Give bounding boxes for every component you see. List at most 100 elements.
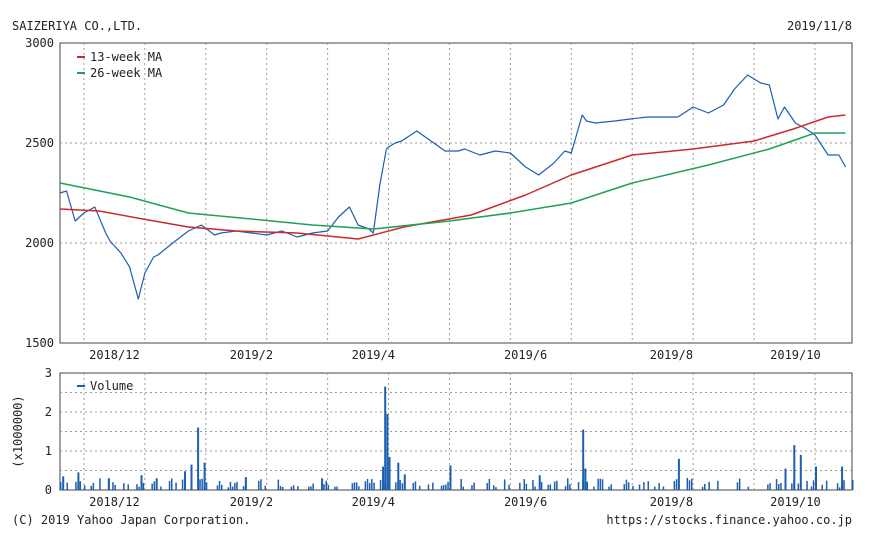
volume-bar bbox=[582, 429, 585, 490]
volume-bar bbox=[821, 484, 823, 490]
volume-bar bbox=[90, 485, 92, 490]
volume-bar bbox=[532, 479, 534, 490]
volume-bar bbox=[549, 484, 552, 490]
volume-bar bbox=[216, 485, 219, 490]
volume-bar bbox=[140, 475, 143, 490]
volume-bar bbox=[229, 481, 232, 490]
volume-bar bbox=[432, 482, 434, 490]
volume-bar bbox=[197, 427, 200, 490]
volume-bar bbox=[806, 480, 808, 490]
volume-bar bbox=[471, 485, 473, 490]
volume-bar bbox=[547, 484, 549, 490]
volume-bar bbox=[184, 471, 186, 490]
volume-legend-label: Volume bbox=[90, 379, 133, 393]
volume-bar bbox=[586, 481, 588, 490]
price-panel-frame bbox=[59, 42, 853, 344]
volume-bar bbox=[738, 478, 741, 490]
volume-bar bbox=[83, 485, 86, 490]
volume-bar bbox=[686, 478, 689, 490]
volume-bar bbox=[534, 486, 536, 490]
volume-bar bbox=[75, 481, 77, 490]
volume-bar bbox=[151, 483, 153, 490]
volume-bar bbox=[171, 478, 173, 490]
volume-bar bbox=[181, 479, 184, 490]
volume-bar bbox=[486, 483, 488, 490]
volume-bar bbox=[366, 478, 369, 490]
volume-bar bbox=[780, 483, 782, 490]
volume-bar bbox=[593, 486, 595, 490]
volume-bar bbox=[92, 482, 95, 490]
volume-bar bbox=[577, 482, 580, 490]
volume-bar bbox=[654, 486, 656, 490]
volume-bar bbox=[717, 480, 719, 490]
price-x-tick-label: 2019/8 bbox=[650, 348, 693, 362]
volume-bar bbox=[351, 483, 354, 490]
volume-y-tick-label: 2 bbox=[45, 405, 52, 419]
ma26-legend-label: 26-week MA bbox=[90, 66, 163, 80]
volume-bar bbox=[325, 480, 327, 490]
price-x-tick-label: 2019/4 bbox=[352, 348, 395, 362]
volume-bar bbox=[632, 485, 634, 490]
volume-bar bbox=[401, 483, 404, 490]
price-x-tick-label: 2019/10 bbox=[770, 348, 821, 362]
volume-bar bbox=[419, 485, 421, 490]
source-link[interactable]: https://stocks.finance.yahoo.co.jp bbox=[606, 513, 852, 527]
volume-bar bbox=[127, 484, 129, 490]
volume-bar bbox=[264, 485, 266, 490]
volume-bar bbox=[677, 458, 680, 490]
volume-bar bbox=[364, 481, 367, 490]
volume-bar bbox=[114, 484, 116, 490]
volume-bar bbox=[310, 486, 312, 490]
volume-bar bbox=[290, 486, 293, 490]
price-y-tick-label: 2500 bbox=[25, 136, 54, 150]
volume-bar bbox=[778, 484, 780, 490]
volume-bar bbox=[260, 479, 262, 490]
volume-bar bbox=[236, 481, 238, 490]
ma26-line bbox=[59, 132, 846, 230]
volume-bar bbox=[784, 468, 787, 490]
volume-bar bbox=[608, 486, 610, 490]
volume-bar bbox=[567, 478, 569, 490]
volume-x-tick-label: 2019/6 bbox=[504, 495, 547, 509]
volume-bar bbox=[99, 478, 101, 490]
volume-bar bbox=[675, 479, 678, 490]
volume-bar bbox=[508, 484, 510, 490]
price-y-tick-label: 2000 bbox=[25, 236, 54, 250]
volume-bar bbox=[462, 486, 464, 490]
volume-bar bbox=[495, 487, 497, 490]
volume-bar bbox=[553, 481, 556, 490]
volume-bar bbox=[279, 486, 282, 490]
volume-bar bbox=[460, 479, 462, 490]
volume-bar bbox=[60, 482, 62, 490]
company-name: SAIZERIYA CO.,LTD. bbox=[12, 19, 143, 33]
volume-bar bbox=[449, 465, 452, 490]
volume-bar bbox=[399, 480, 401, 490]
volume-bar bbox=[775, 479, 778, 490]
copyright-text: (C) 2019 Yahoo Japan Corporation. bbox=[12, 513, 251, 527]
volume-x-tick-label: 2019/8 bbox=[650, 495, 693, 509]
volume-bar bbox=[852, 479, 854, 490]
volume-bar bbox=[79, 481, 82, 490]
volume-bar bbox=[297, 486, 299, 490]
volume-bar bbox=[691, 478, 693, 490]
volume-bar bbox=[403, 474, 406, 490]
volume-bar bbox=[136, 484, 138, 490]
volume-bar bbox=[704, 483, 706, 490]
volume-bar bbox=[281, 486, 284, 490]
volume-bar bbox=[308, 486, 310, 490]
volume-bar bbox=[493, 485, 495, 490]
volume-bar bbox=[791, 483, 793, 490]
volume-bar bbox=[373, 482, 375, 490]
volume-bar bbox=[658, 483, 660, 490]
volume-bar bbox=[412, 483, 414, 490]
volume-bar bbox=[797, 483, 800, 490]
volume-bar bbox=[244, 477, 247, 490]
volume-bar bbox=[708, 481, 710, 490]
volume-bar bbox=[747, 486, 750, 490]
volume-bar bbox=[369, 483, 371, 490]
volume-bar bbox=[688, 480, 691, 490]
volume-bar bbox=[564, 486, 567, 490]
volume-bar bbox=[638, 484, 641, 490]
volume-bar bbox=[153, 481, 156, 490]
volume-bar bbox=[321, 478, 324, 490]
